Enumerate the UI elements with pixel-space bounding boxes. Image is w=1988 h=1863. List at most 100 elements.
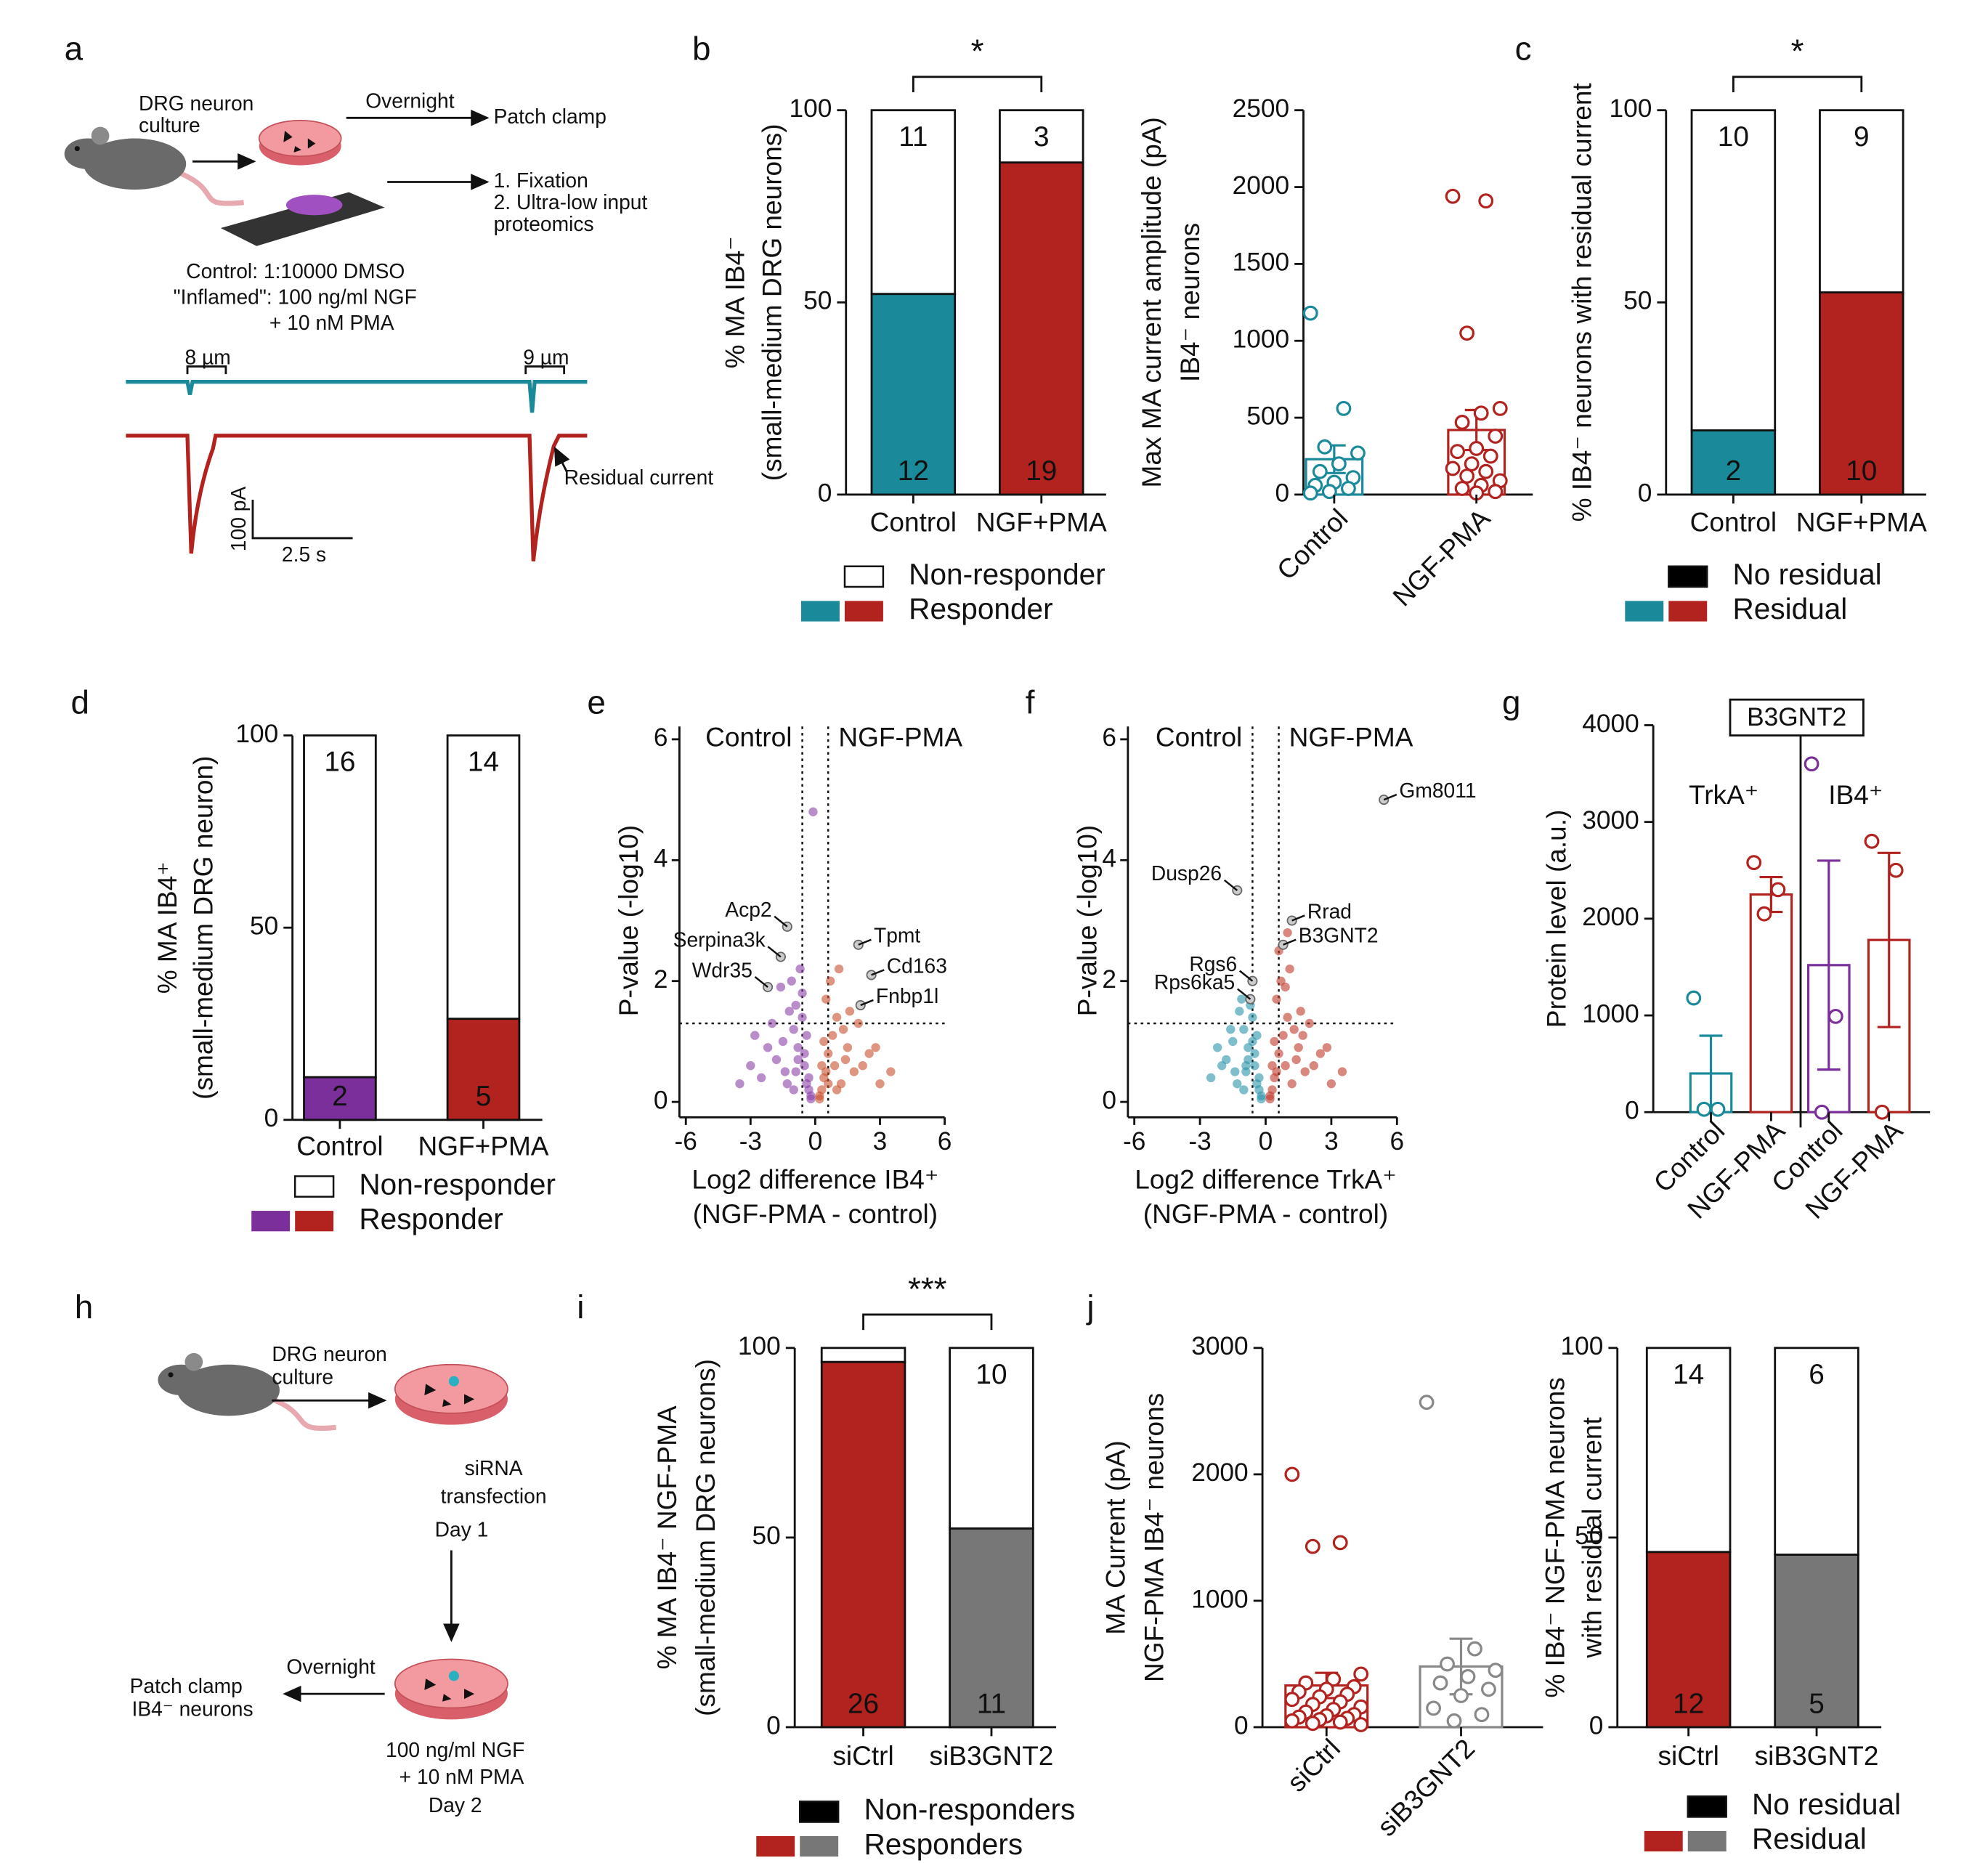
data-point: [1291, 1055, 1301, 1065]
data-point: [838, 1025, 848, 1034]
data-point: [1326, 1079, 1336, 1089]
label: transfection: [441, 1485, 547, 1508]
label: Day 1: [435, 1518, 489, 1541]
legend-swatch: [293, 1175, 335, 1198]
y-tick-label: 0: [654, 1086, 668, 1114]
label: + 10 nM PMA: [399, 1765, 524, 1788]
legend-label: Non-responders: [864, 1793, 1075, 1826]
annotation-arrow: [1236, 988, 1251, 1000]
legend-label: No residual: [1752, 1787, 1901, 1821]
bar-segment: [1645, 1347, 1732, 1554]
data-point: [1284, 1466, 1300, 1482]
data-point: [1239, 1025, 1249, 1034]
label: 2.5 s: [282, 543, 326, 566]
annotation-label: Serpina3k: [673, 928, 766, 951]
count-label: 19: [1026, 455, 1057, 487]
data-point: [735, 1079, 745, 1089]
annotation-label: Rrad: [1307, 899, 1352, 922]
y-axis-label: NGF-PMA IB4⁻ neurons: [1138, 1393, 1169, 1682]
y-tick-label: 0: [1589, 1711, 1604, 1740]
data-point: [1289, 1025, 1299, 1034]
data-point: [1336, 400, 1352, 416]
label: 9 µm: [523, 345, 569, 368]
data-point: [1284, 1692, 1300, 1708]
data-point: [1326, 1671, 1342, 1687]
label: 2. Ultra-low input: [494, 190, 648, 214]
data-point: [1332, 1714, 1348, 1730]
label: 1. Fixation: [494, 169, 588, 192]
y-axis-label: MA Current (pA): [1100, 1440, 1131, 1635]
data-point: [826, 976, 835, 986]
data-point: [1440, 1656, 1455, 1672]
highlight-point: [853, 939, 864, 950]
count-label: 14: [1673, 1359, 1704, 1390]
data-point: [780, 1067, 790, 1076]
data-point: [1257, 1094, 1266, 1104]
data-point: [1459, 468, 1475, 484]
data-point: [1337, 1067, 1347, 1076]
data-point: [1864, 833, 1880, 849]
count-label: 14: [468, 747, 499, 778]
y-tick-label: 0: [1625, 1097, 1639, 1125]
x-tick-label: NGF+PMA: [1796, 506, 1927, 537]
series-label: Control: [705, 722, 792, 752]
legend-label: Non-responder: [359, 1167, 556, 1201]
annotation-label: Tpmt: [874, 924, 920, 947]
data-point: [832, 1012, 842, 1022]
annotation-label: Dusp26: [1151, 861, 1222, 885]
data-point: [1426, 1700, 1441, 1716]
x-tick-label: siCtrl: [1281, 1733, 1346, 1798]
data-point: [819, 1036, 829, 1047]
data-point: [1827, 1008, 1843, 1024]
annotation-arrow: [767, 946, 782, 958]
trace: [126, 434, 588, 561]
bar-segment: [999, 109, 1084, 164]
data-point: [804, 1073, 814, 1083]
data-point: [1298, 1031, 1307, 1040]
label: Control: 1:10000 DMSO: [186, 259, 405, 283]
count-label: 12: [1673, 1688, 1704, 1719]
data-point: [1228, 1036, 1238, 1047]
bar-segment: [1690, 429, 1777, 496]
data-point: [1254, 1073, 1264, 1083]
data-point: [817, 1085, 827, 1095]
y-tick-label: 4000: [1582, 710, 1639, 738]
x-axis-label: Log2 difference TrkA⁺: [1135, 1164, 1397, 1194]
y-tick-label: 0: [1102, 1086, 1116, 1114]
dish: [258, 119, 342, 166]
y-tick-label: 50: [1623, 287, 1652, 315]
bar-segment: [1690, 109, 1777, 431]
x-tick-label: 6: [938, 1127, 952, 1156]
annotation-arrow: [860, 999, 874, 1007]
label: 8 µm: [184, 345, 230, 368]
label: proteomics: [494, 212, 594, 235]
legend-swatch: [800, 1835, 839, 1857]
y-tick-label: 0: [1638, 479, 1652, 507]
y-tick-label: 3000: [1191, 1332, 1248, 1360]
legend-label: Residual: [1733, 592, 1848, 625]
annotation-arrow: [871, 969, 885, 976]
panel-letter: f: [1026, 683, 1035, 721]
count-label: 6: [1809, 1359, 1825, 1390]
bar-segment: [446, 1018, 521, 1121]
data-point: [1350, 445, 1366, 461]
y-tick-label: 100: [1610, 94, 1652, 123]
data-point: [1243, 1055, 1253, 1065]
data-point: [1469, 441, 1485, 456]
y-axis-label: (small-medium DRG neurons): [757, 123, 787, 481]
data-point: [1450, 444, 1466, 460]
data-point: [1226, 1025, 1236, 1034]
data-point: [834, 964, 844, 974]
data-point: [1285, 964, 1294, 974]
x-tick-label: NGF+PMA: [418, 1130, 548, 1161]
annotation-arrow: [858, 938, 872, 946]
data-point: [1332, 1535, 1348, 1551]
label: DRG neuron: [272, 1342, 386, 1365]
bracket: [186, 365, 566, 375]
data-point: [1746, 855, 1762, 871]
count-label: 2: [1726, 455, 1742, 487]
gene-label: B3GNT2: [1747, 703, 1846, 731]
bar: [1749, 893, 1793, 1113]
series-label: Control: [1156, 722, 1242, 752]
bar-segment: [1645, 1551, 1732, 1729]
